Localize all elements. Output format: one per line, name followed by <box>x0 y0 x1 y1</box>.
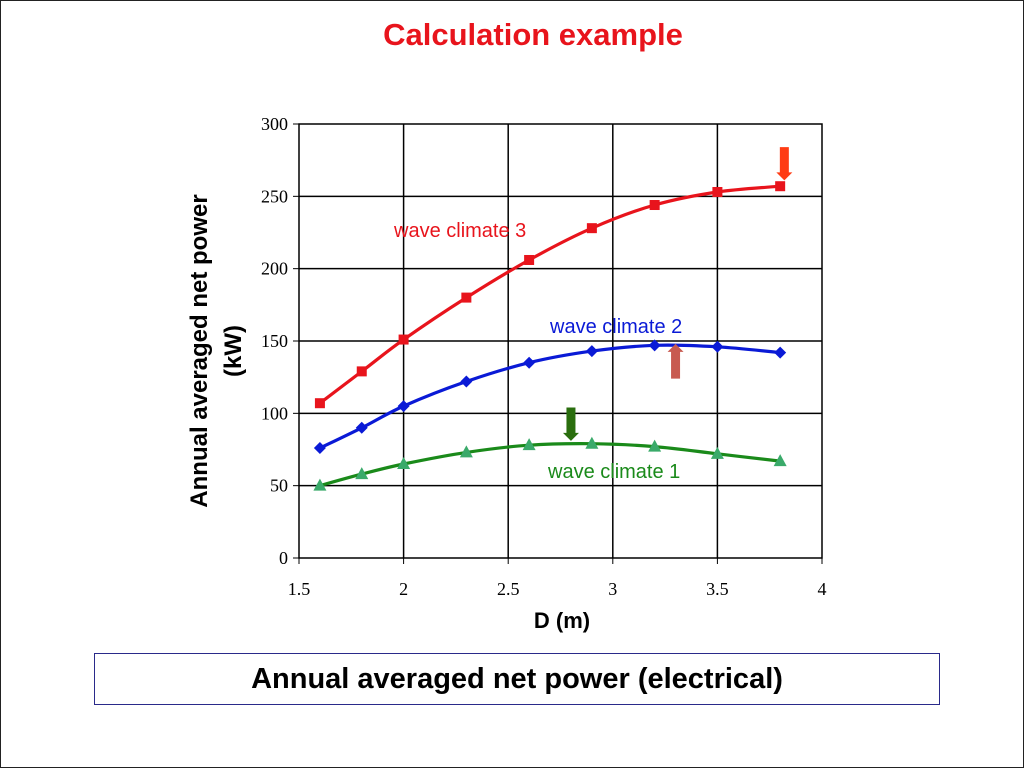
data-point-wave-climate-2 <box>314 442 326 454</box>
data-point-wave-climate-3 <box>315 398 325 408</box>
data-point-wave-climate-2 <box>586 345 598 357</box>
x-tick-label: 1.5 <box>288 579 311 599</box>
x-tick-label: 2 <box>399 579 408 599</box>
y-tick-label: 300 <box>261 114 288 134</box>
series-line-wave-climate-2 <box>320 345 780 448</box>
data-point-wave-climate-3 <box>587 223 597 233</box>
y-tick-label: 200 <box>261 259 288 279</box>
y-tick-label: 50 <box>270 476 288 496</box>
data-point-wave-climate-3 <box>461 293 471 303</box>
data-point-wave-climate-2 <box>356 422 368 434</box>
x-tick-label: 4 <box>818 579 827 599</box>
x-axis-title: D (m) <box>534 608 590 633</box>
y-tick-label: 0 <box>279 548 288 568</box>
slide: Calculation example 0 50 100 150 200 250 300 1.… <box>0 0 1024 768</box>
x-tick-label: 3 <box>608 579 617 599</box>
data-point-wave-climate-3 <box>775 181 785 191</box>
data-point-wave-climate-3 <box>357 366 367 376</box>
y-axis-title-line-1: Annual averaged net power <box>186 194 213 507</box>
y-axis-title-line-2: (kW) <box>220 325 247 377</box>
y-tick-label: 250 <box>261 186 288 206</box>
data-point-wave-climate-2 <box>523 357 535 369</box>
caption-text: Annual averaged net power (electrical) <box>251 663 783 696</box>
data-point-wave-climate-2 <box>774 347 786 359</box>
wave-climate-2-arrow <box>668 344 684 379</box>
series-label-wave-climate-3: wave climate 3 <box>393 220 526 242</box>
x-tick-label: 3.5 <box>706 579 729 599</box>
y-tick-label: 150 <box>261 331 288 351</box>
wave-climate-1-arrow <box>563 408 579 441</box>
y-tick-label: 100 <box>261 403 288 423</box>
wave-climate-3-arrow <box>776 147 792 180</box>
data-point-wave-climate-3 <box>524 255 534 265</box>
data-point-wave-climate-3 <box>712 187 722 197</box>
series-label-wave-climate-1: wave climate 1 <box>547 461 680 483</box>
x-tick-label: 2.5 <box>497 579 520 599</box>
series-line-wave-climate-3 <box>320 186 780 403</box>
caption-box: Annual averaged net power (electrical) <box>94 653 940 705</box>
data-point-wave-climate-2 <box>398 400 410 412</box>
series-label-wave-climate-2: wave climate 2 <box>549 316 682 338</box>
data-point-wave-climate-2 <box>711 341 723 353</box>
data-point-wave-climate-2 <box>460 376 472 388</box>
data-point-wave-climate-3 <box>650 200 660 210</box>
data-point-wave-climate-3 <box>399 335 409 345</box>
